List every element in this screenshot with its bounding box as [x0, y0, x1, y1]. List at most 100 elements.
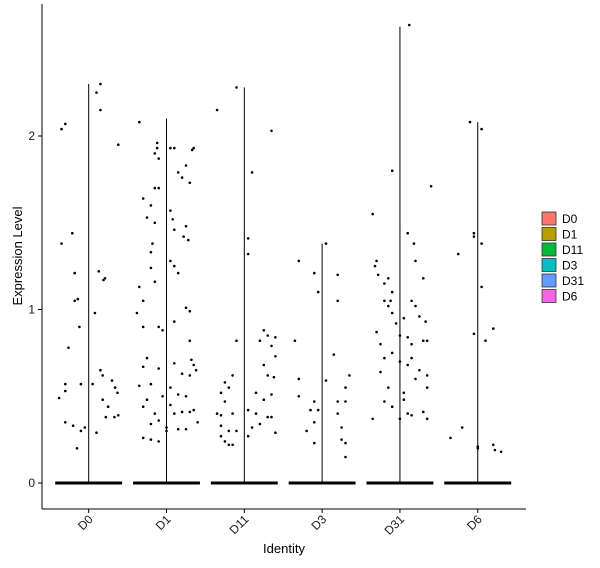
data-point	[297, 377, 301, 381]
data-point	[387, 277, 390, 280]
data-point	[406, 231, 410, 235]
data-point	[258, 339, 262, 343]
data-point	[57, 396, 61, 400]
data-point	[141, 325, 145, 329]
data-point	[480, 127, 483, 131]
data-point	[425, 374, 429, 377]
data-point	[161, 395, 164, 398]
data-point	[138, 285, 141, 289]
legend-label: D6	[562, 290, 578, 304]
data-point	[192, 408, 195, 412]
data-point	[410, 356, 413, 360]
data-point	[235, 339, 238, 343]
data-point	[376, 273, 380, 277]
data-point	[190, 358, 193, 362]
y-axis-title: Expression Level	[10, 206, 25, 305]
legend-label: D11	[562, 243, 583, 257]
data-point	[414, 304, 417, 308]
data-point	[410, 414, 413, 417]
data-point	[414, 377, 417, 381]
data-point	[165, 426, 168, 429]
data-point	[472, 235, 476, 238]
data-point	[297, 395, 301, 398]
data-point	[457, 252, 460, 256]
x-ticks: D0 D1 D11 D3 D31 D6	[75, 509, 485, 538]
data-point	[187, 238, 190, 242]
data-point	[274, 355, 277, 358]
data-point	[425, 417, 429, 421]
data-point	[176, 171, 180, 174]
data-point	[387, 304, 390, 308]
data-point	[316, 408, 320, 412]
data-point	[227, 443, 231, 447]
data-point	[99, 108, 102, 112]
data-point	[169, 259, 172, 263]
violin-group-D6	[444, 120, 512, 485]
data-point	[171, 218, 174, 221]
legend-swatch	[541, 242, 557, 257]
data-point	[78, 325, 81, 329]
data-point	[422, 277, 425, 280]
data-point	[344, 386, 347, 389]
axes	[41, 4, 526, 510]
legend-swatch	[541, 289, 557, 303]
data-point	[313, 271, 316, 275]
data-point	[219, 424, 223, 428]
data-point	[145, 398, 149, 402]
data-point	[157, 325, 160, 329]
data-point	[173, 264, 176, 268]
data-point	[272, 375, 276, 379]
data-point	[157, 157, 160, 160]
data-point	[75, 447, 79, 450]
data-point	[270, 344, 273, 348]
data-point	[254, 412, 258, 415]
data-point	[344, 400, 347, 403]
data-point	[406, 412, 410, 415]
data-point	[324, 242, 328, 245]
data-point	[67, 346, 70, 350]
data-point	[184, 224, 188, 228]
x-tick-label: D1	[153, 512, 174, 533]
data-point	[425, 386, 429, 389]
data-point	[153, 221, 157, 225]
data-point	[336, 299, 340, 303]
data-point	[258, 422, 262, 426]
data-point	[176, 393, 180, 396]
data-point	[157, 367, 160, 370]
data-point	[153, 412, 157, 415]
data-point	[422, 339, 425, 343]
data-point	[141, 197, 145, 200]
y-tick-label: 2	[28, 129, 35, 143]
data-point	[153, 186, 157, 190]
y-tick-label: 1	[28, 303, 35, 317]
data-point	[270, 393, 273, 396]
data-point	[492, 327, 495, 330]
data-point	[227, 386, 231, 389]
data-point	[262, 398, 266, 402]
data-point	[235, 429, 238, 433]
violin-group-D1	[133, 118, 200, 485]
data-point	[468, 120, 472, 124]
data-point	[336, 273, 340, 277]
data-point	[402, 316, 406, 320]
data-point	[379, 342, 382, 346]
data-point	[190, 148, 194, 152]
data-point	[344, 441, 347, 445]
data-point	[390, 405, 394, 409]
data-point	[390, 311, 394, 315]
data-point	[99, 82, 102, 86]
data-point	[145, 216, 149, 219]
data-point	[138, 384, 141, 388]
data-point	[250, 171, 254, 174]
data-point	[173, 412, 176, 415]
data-point	[173, 146, 176, 150]
data-point	[97, 270, 101, 273]
data-point	[180, 372, 184, 376]
data-point	[270, 129, 273, 133]
data-point	[425, 339, 429, 343]
data-point	[169, 403, 172, 407]
data-point	[169, 209, 172, 212]
data-point	[102, 278, 105, 282]
data-point	[336, 400, 340, 403]
data-point	[383, 299, 386, 303]
